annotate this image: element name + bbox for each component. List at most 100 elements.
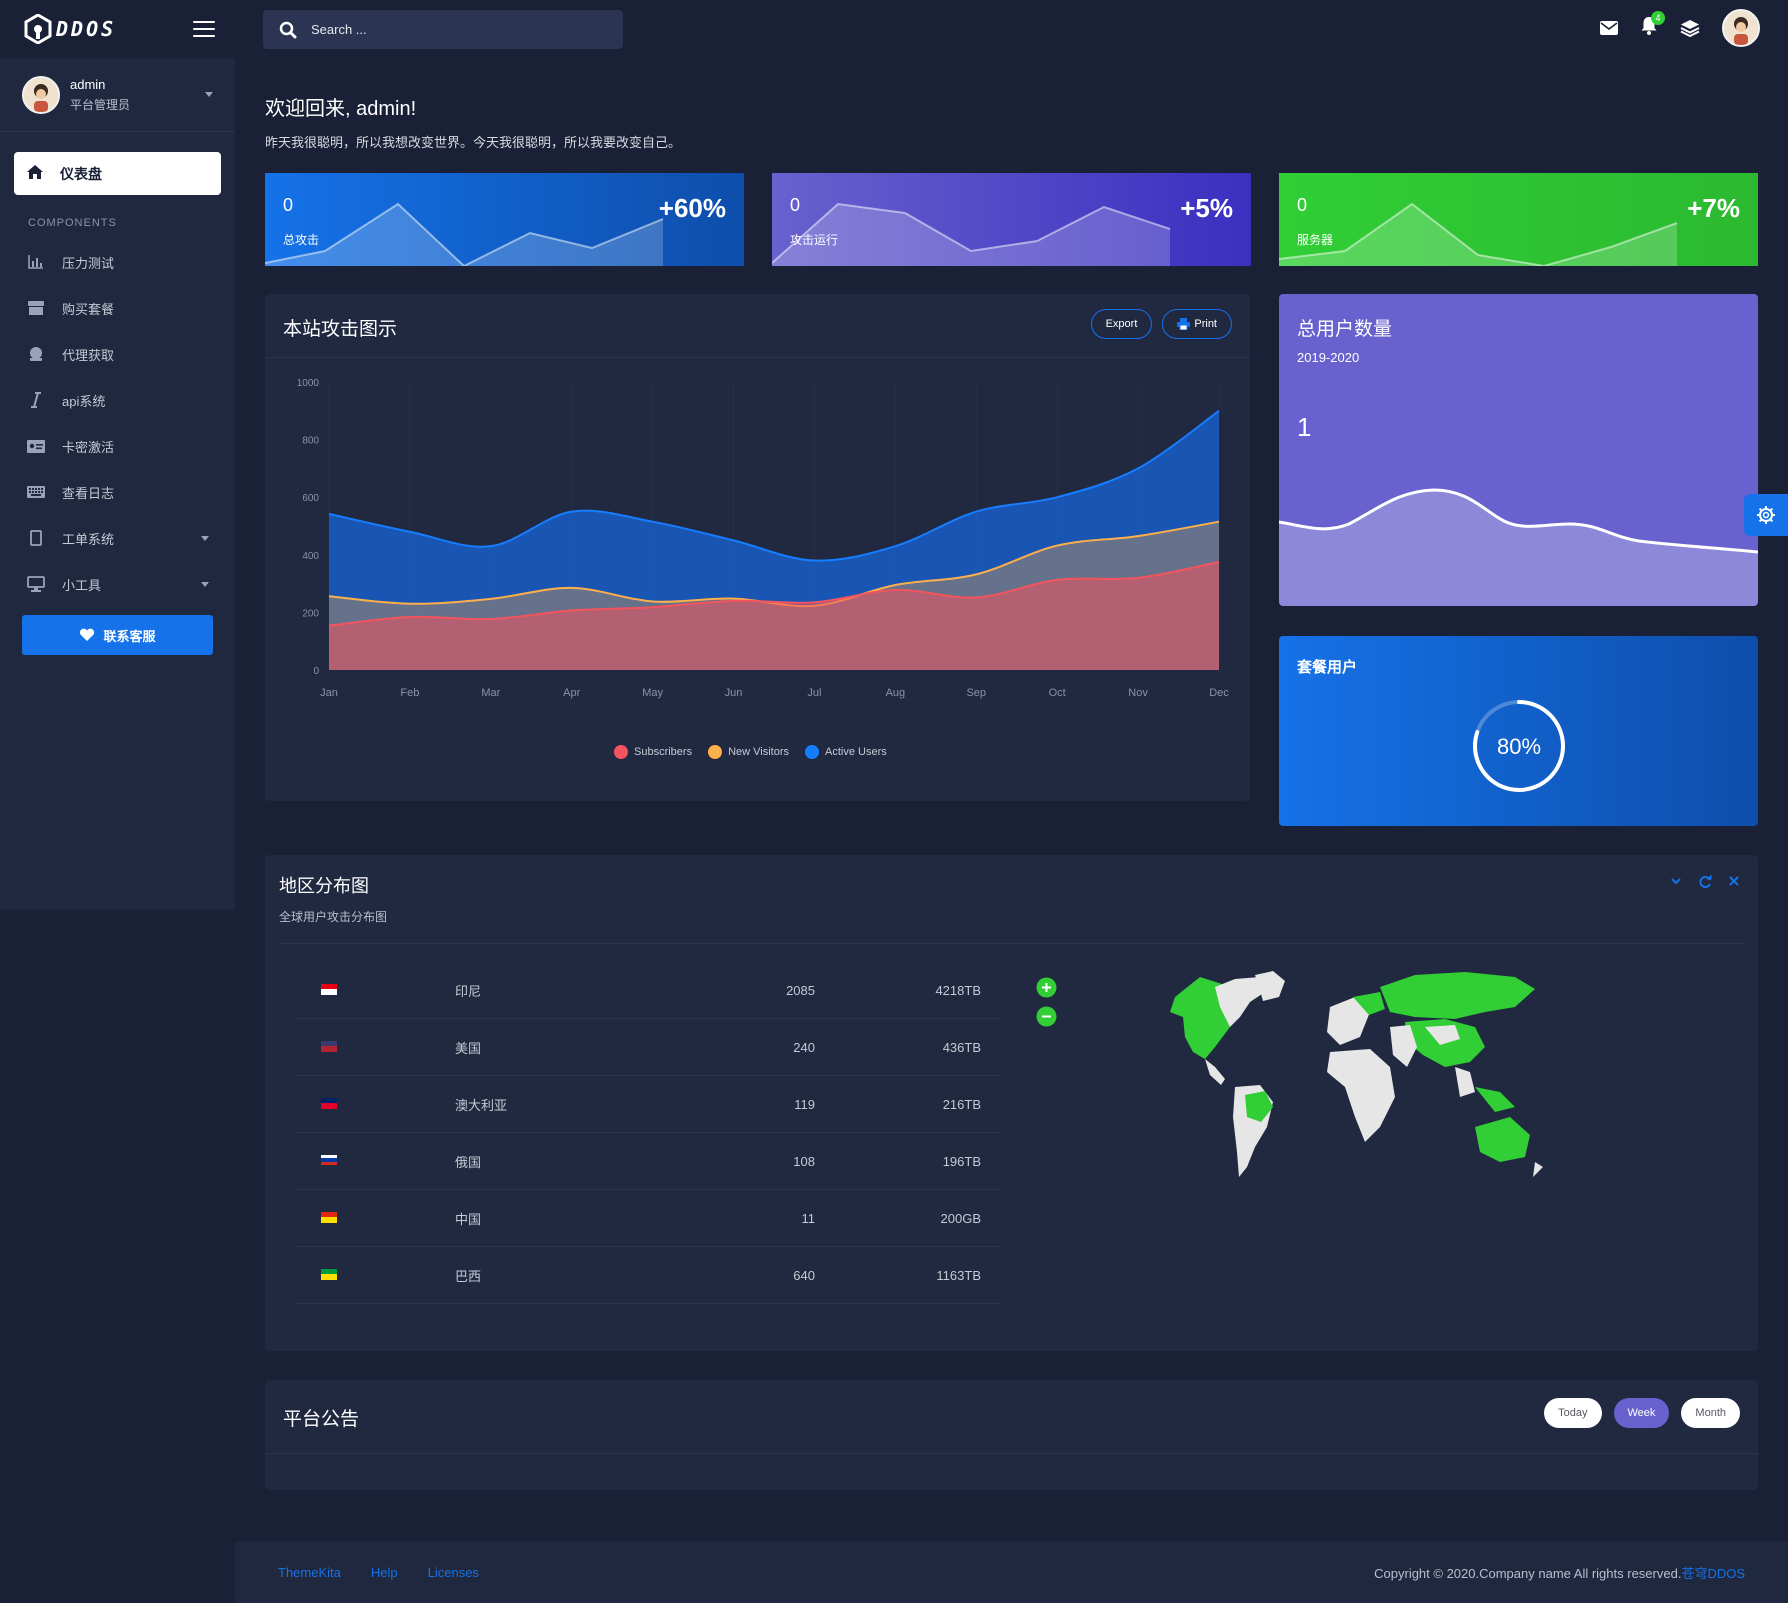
sidebar-item-label: 购买套餐	[62, 301, 115, 317]
footer-link-help[interactable]: Help	[370, 1565, 398, 1580]
sidebar-item-label: 查看日志	[62, 485, 115, 501]
y-tick-label: 800	[302, 436, 319, 447]
sidebar-item[interactable]: 代理获取	[0, 331, 235, 377]
x-tick-label: Apr	[563, 687, 580, 699]
sidebar-item[interactable]: 卡密激活	[0, 423, 235, 469]
flag-icon	[321, 1040, 337, 1052]
traffic-value: 4218TB	[935, 982, 981, 998]
collapse-icon[interactable]	[1670, 875, 1682, 887]
footer-link-licenses[interactable]: Licenses	[427, 1565, 479, 1580]
print-button[interactable]: Print	[1162, 309, 1232, 339]
total-users-title: 总用户数量	[1297, 319, 1393, 340]
world-map[interactable]	[1155, 967, 1595, 1207]
x-tick-label: May	[642, 687, 663, 699]
sidebar-item[interactable]: 购买套餐	[0, 285, 235, 331]
region-subtitle: 全球用户攻击分布图	[279, 910, 388, 924]
user-avatar-button[interactable]	[1722, 9, 1760, 47]
tablet-icon	[26, 530, 46, 546]
search-icon[interactable]	[279, 21, 297, 39]
traffic-value: 436TB	[942, 1039, 981, 1055]
footer-link-themekita[interactable]: ThemeKita	[278, 1565, 341, 1580]
printer-icon	[1177, 318, 1191, 330]
contact-support-button[interactable]: 联系客服	[22, 615, 213, 655]
settings-button[interactable]	[1744, 494, 1788, 536]
export-button[interactable]: Export	[1090, 309, 1153, 339]
total-users-value: 1	[1297, 412, 1312, 442]
logo-bar: DDOS	[0, 0, 235, 58]
stat-card-servers: 0 服务器 +7%	[1279, 173, 1758, 266]
envelope-icon[interactable]	[1600, 21, 1618, 35]
traffic-value: 196TB	[942, 1153, 981, 1169]
notification-button[interactable]: 4	[1640, 11, 1665, 40]
table-row: 中国 11 200GB	[295, 1190, 1001, 1247]
attack-count: 240	[793, 1039, 815, 1055]
flag-icon	[321, 1211, 337, 1223]
layers-icon[interactable]	[1680, 19, 1700, 37]
progress-ring	[1473, 700, 1565, 792]
series-line-subscribers	[328, 561, 1220, 627]
users-wave	[1279, 488, 1758, 606]
traffic-value: 200GB	[940, 1210, 981, 1226]
user-profile[interactable]: admin 平台管理员	[0, 58, 235, 132]
area-chart: Jan Feb Mar Apr May Jun Jul Aug Sep Oct Nov Dec 0 200…	[297, 378, 1230, 699]
legend-item[interactable]: Active Users	[805, 745, 887, 759]
x-tick-label: Mar	[481, 687, 500, 699]
zoom-out-icon[interactable]	[1036, 1006, 1057, 1027]
sidebar-item[interactable]: 压力测试	[0, 239, 235, 285]
brand-link[interactable]: 苍穹DDOS	[1681, 1566, 1745, 1581]
flag-icon	[321, 1268, 337, 1280]
legend-item[interactable]: Subscribers	[614, 745, 692, 759]
italic-i-icon	[26, 392, 46, 408]
refresh-icon[interactable]	[1698, 875, 1712, 889]
legend-label: New Visitors	[728, 745, 790, 758]
y-tick-label: 600	[302, 493, 319, 504]
tab-month[interactable]: Month	[1681, 1398, 1740, 1428]
x-tick-label: Feb	[400, 687, 419, 699]
chevron-down-icon	[201, 535, 209, 541]
print-label: Print	[1194, 318, 1217, 330]
sidebar-item-dashboard[interactable]: 仪表盘	[14, 152, 221, 195]
y-tick-label: 400	[302, 551, 319, 562]
copyright-text: Copyright © 2020.Company name All rights…	[1374, 1566, 1682, 1581]
package-users-title: 套餐用户	[1297, 659, 1358, 676]
desktop-icon	[26, 576, 46, 592]
traffic-value: 216TB	[942, 1096, 981, 1112]
menu-toggle-button[interactable]	[193, 21, 215, 37]
sidebar-item-label: 压力测试	[62, 255, 115, 271]
stat-label: 总攻击	[283, 233, 320, 247]
sidebar-item[interactable]: api系统	[0, 377, 235, 423]
logo[interactable]: DDOS	[24, 14, 116, 44]
country-name: 澳大利亚	[455, 1097, 508, 1113]
tab-today[interactable]: Today	[1544, 1398, 1602, 1428]
sparkline	[772, 202, 1171, 266]
chevron-down-icon[interactable]	[205, 92, 213, 97]
legend-item[interactable]: New Visitors	[708, 745, 789, 759]
welcome-subtitle: 昨天我很聪明，所以我想改变世界。今天我很聪明，所以我要改变自己。	[265, 135, 682, 150]
sidebar-item-label: 小工具	[62, 577, 102, 593]
table-row: 澳大利亚 119 216TB	[295, 1076, 1001, 1133]
region-table: 印尼 2085 4218TB 美国 240 436TB 澳大利亚 119 216…	[295, 962, 1001, 1304]
zoom-in-icon[interactable]	[1036, 977, 1057, 998]
sidebar-item[interactable]: 小工具	[0, 561, 235, 607]
table-row: 印尼 2085 4218TB	[295, 962, 1001, 1019]
stat-value: 0	[1297, 195, 1308, 215]
user-name: admin	[70, 76, 106, 92]
sidebar-item[interactable]: 查看日志	[0, 469, 235, 515]
attack-count: 119	[794, 1096, 815, 1112]
country-name: 中国	[455, 1211, 482, 1227]
y-tick-label: 200	[302, 608, 319, 619]
total-users-period: 2019-2020	[1297, 350, 1360, 365]
close-icon[interactable]	[1728, 875, 1740, 887]
sidebar-item[interactable]: 工单系统	[0, 515, 235, 561]
progress-text: 80%	[1496, 734, 1542, 759]
logo-icon	[24, 14, 52, 44]
table-row: 俄国 108 196TB	[295, 1133, 1001, 1190]
top-icons: 4	[1600, 9, 1760, 47]
x-tick-label: Oct	[1049, 687, 1066, 699]
x-tick-label: Dec	[1209, 687, 1229, 699]
traffic-value: 1163TB	[936, 1267, 981, 1283]
search-input[interactable]	[311, 22, 591, 37]
tab-week[interactable]: Week	[1613, 1398, 1670, 1428]
chevron-down-icon	[201, 581, 209, 587]
flag-icon	[321, 1097, 337, 1109]
